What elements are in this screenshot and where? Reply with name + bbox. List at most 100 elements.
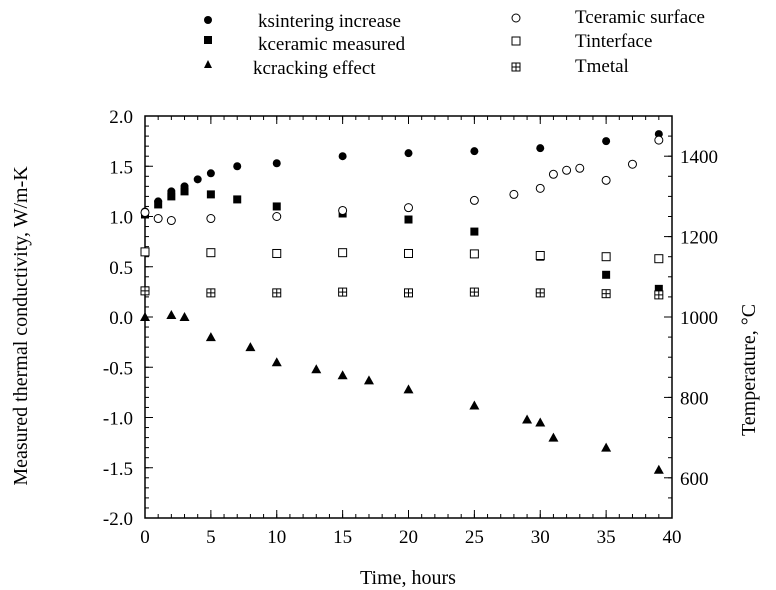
point-tmetal <box>338 287 348 297</box>
point-kcracking-effect <box>271 357 282 367</box>
point-ksintering-increase <box>404 149 413 158</box>
point-kcracking-effect <box>245 342 256 352</box>
legend-marker-tinterface <box>511 36 521 46</box>
point-tinterface <box>206 248 216 258</box>
x-tick-label: 0 <box>140 527 150 548</box>
x-axis-label: Time, hours <box>360 567 456 589</box>
point-tceramic-surface <box>206 214 216 224</box>
x-tick-label: 30 <box>531 527 550 548</box>
plot-frame <box>144 115 673 519</box>
y-left-tick-label: -2.0 <box>103 509 133 530</box>
point-kcracking-effect <box>469 400 480 410</box>
legend-marker-kceramic <box>204 36 212 44</box>
point-kcracking-effect <box>205 332 216 342</box>
data-marks <box>140 130 664 474</box>
point-ksintering-increase <box>206 169 215 178</box>
point-kceramic-measured <box>654 284 663 293</box>
point-kceramic-measured <box>180 187 189 196</box>
point-tceramic-surface <box>166 216 176 226</box>
point-tmetal <box>272 288 282 298</box>
point-tinterface <box>535 250 545 260</box>
point-ksintering-increase <box>193 175 202 184</box>
point-kceramic-measured <box>167 192 176 201</box>
point-tmetal <box>654 290 664 300</box>
point-kcracking-effect <box>522 414 533 424</box>
point-kceramic-measured <box>272 202 281 211</box>
legend: ksintering increase kceramic measured kc… <box>204 7 705 79</box>
legend-marker-tceramic <box>511 13 521 23</box>
x-tick-label: 15 <box>333 527 352 548</box>
point-kcracking-effect <box>337 370 348 380</box>
point-kceramic-measured <box>404 215 413 224</box>
y-axis-label-right: Temperature, °C <box>738 304 760 436</box>
y-left-tick-label: 2.0 <box>109 107 133 128</box>
point-ksintering-increase <box>233 162 242 171</box>
point-tceramic-surface <box>548 169 558 179</box>
legend-label-tceramic: Tceramic surface <box>575 7 705 28</box>
point-tceramic-surface <box>153 214 163 224</box>
point-kceramic-measured <box>602 270 611 279</box>
point-tceramic-surface <box>535 183 545 193</box>
point-kcracking-effect <box>535 417 546 427</box>
y-axis-label-left: Measured thermal conductivity, W/m-K <box>10 166 32 486</box>
point-tinterface <box>654 254 664 264</box>
x-tick-label: 35 <box>597 527 616 548</box>
point-tceramic-surface <box>575 163 585 173</box>
point-tinterface <box>469 249 479 259</box>
point-kcracking-effect <box>601 442 612 452</box>
point-tinterface <box>140 247 150 257</box>
x-tick-label: 10 <box>267 527 286 548</box>
point-kcracking-effect <box>140 312 150 321</box>
legend-label-tmetal: Tmetal <box>575 56 629 77</box>
point-tmetal <box>601 289 611 299</box>
point-tceramic-surface <box>601 175 611 185</box>
point-kcracking-effect <box>653 464 664 474</box>
point-tceramic-surface <box>509 189 519 199</box>
y-left-tick-label: -1.5 <box>103 459 133 480</box>
point-tinterface <box>338 248 348 258</box>
point-kcracking-effect <box>403 384 414 394</box>
point-tmetal <box>535 288 545 298</box>
y-left-tick-label: 0.5 <box>109 258 133 279</box>
x-tick-label: 5 <box>206 527 216 548</box>
x-tick-label: 25 <box>465 527 484 548</box>
y-left-tick-label: -1.0 <box>103 409 133 430</box>
point-kcracking-effect <box>548 432 559 442</box>
point-tmetal <box>206 288 216 298</box>
point-kcracking-effect <box>179 312 190 321</box>
point-tceramic-surface <box>562 165 572 175</box>
point-ksintering-increase <box>602 137 611 146</box>
point-tmetal <box>140 286 150 296</box>
tick-labels: 0 5 10 15 20 25 30 35 40 -2.0 -1.5 -1.0 -0.5 0.0 0.5 1.… <box>103 107 718 548</box>
y-left-tick-label: 1.0 <box>109 208 133 229</box>
point-kceramic-measured <box>154 200 163 209</box>
legend-label-tinterface: Tinterface <box>575 31 652 52</box>
point-tceramic-surface <box>338 205 348 215</box>
legend-label-kcracking: kcracking effect <box>253 58 376 79</box>
point-tinterface <box>272 248 282 258</box>
y-right-tick-label: 600 <box>680 469 709 490</box>
point-tceramic-surface <box>469 195 479 205</box>
point-ksintering-increase <box>272 159 281 168</box>
legend-label-ksintering: ksintering increase <box>258 11 401 32</box>
y-right-tick-label: 1400 <box>680 147 718 168</box>
y-right-tick-label: 1000 <box>680 308 718 329</box>
point-ksintering-increase <box>338 152 347 161</box>
point-tmetal <box>404 288 413 298</box>
point-tceramic-surface <box>272 212 282 221</box>
legend-marker-ksintering <box>204 16 212 24</box>
x-tick-label: 40 <box>663 527 682 548</box>
point-tmetal <box>469 287 479 297</box>
point-tceramic-surface <box>627 159 637 169</box>
y-left-tick-label: 0.0 <box>109 308 133 329</box>
axis-ticks <box>144 115 673 519</box>
y-left-tick-label: -0.5 <box>103 358 133 379</box>
point-ksintering-increase <box>536 144 545 153</box>
point-tinterface <box>404 248 413 258</box>
point-tceramic-surface <box>654 135 664 145</box>
y-left-tick-label: 1.5 <box>109 157 133 178</box>
legend-marker-tmetal <box>511 62 521 72</box>
legend-marker-kcracking <box>204 60 212 68</box>
point-tinterface <box>601 252 611 262</box>
